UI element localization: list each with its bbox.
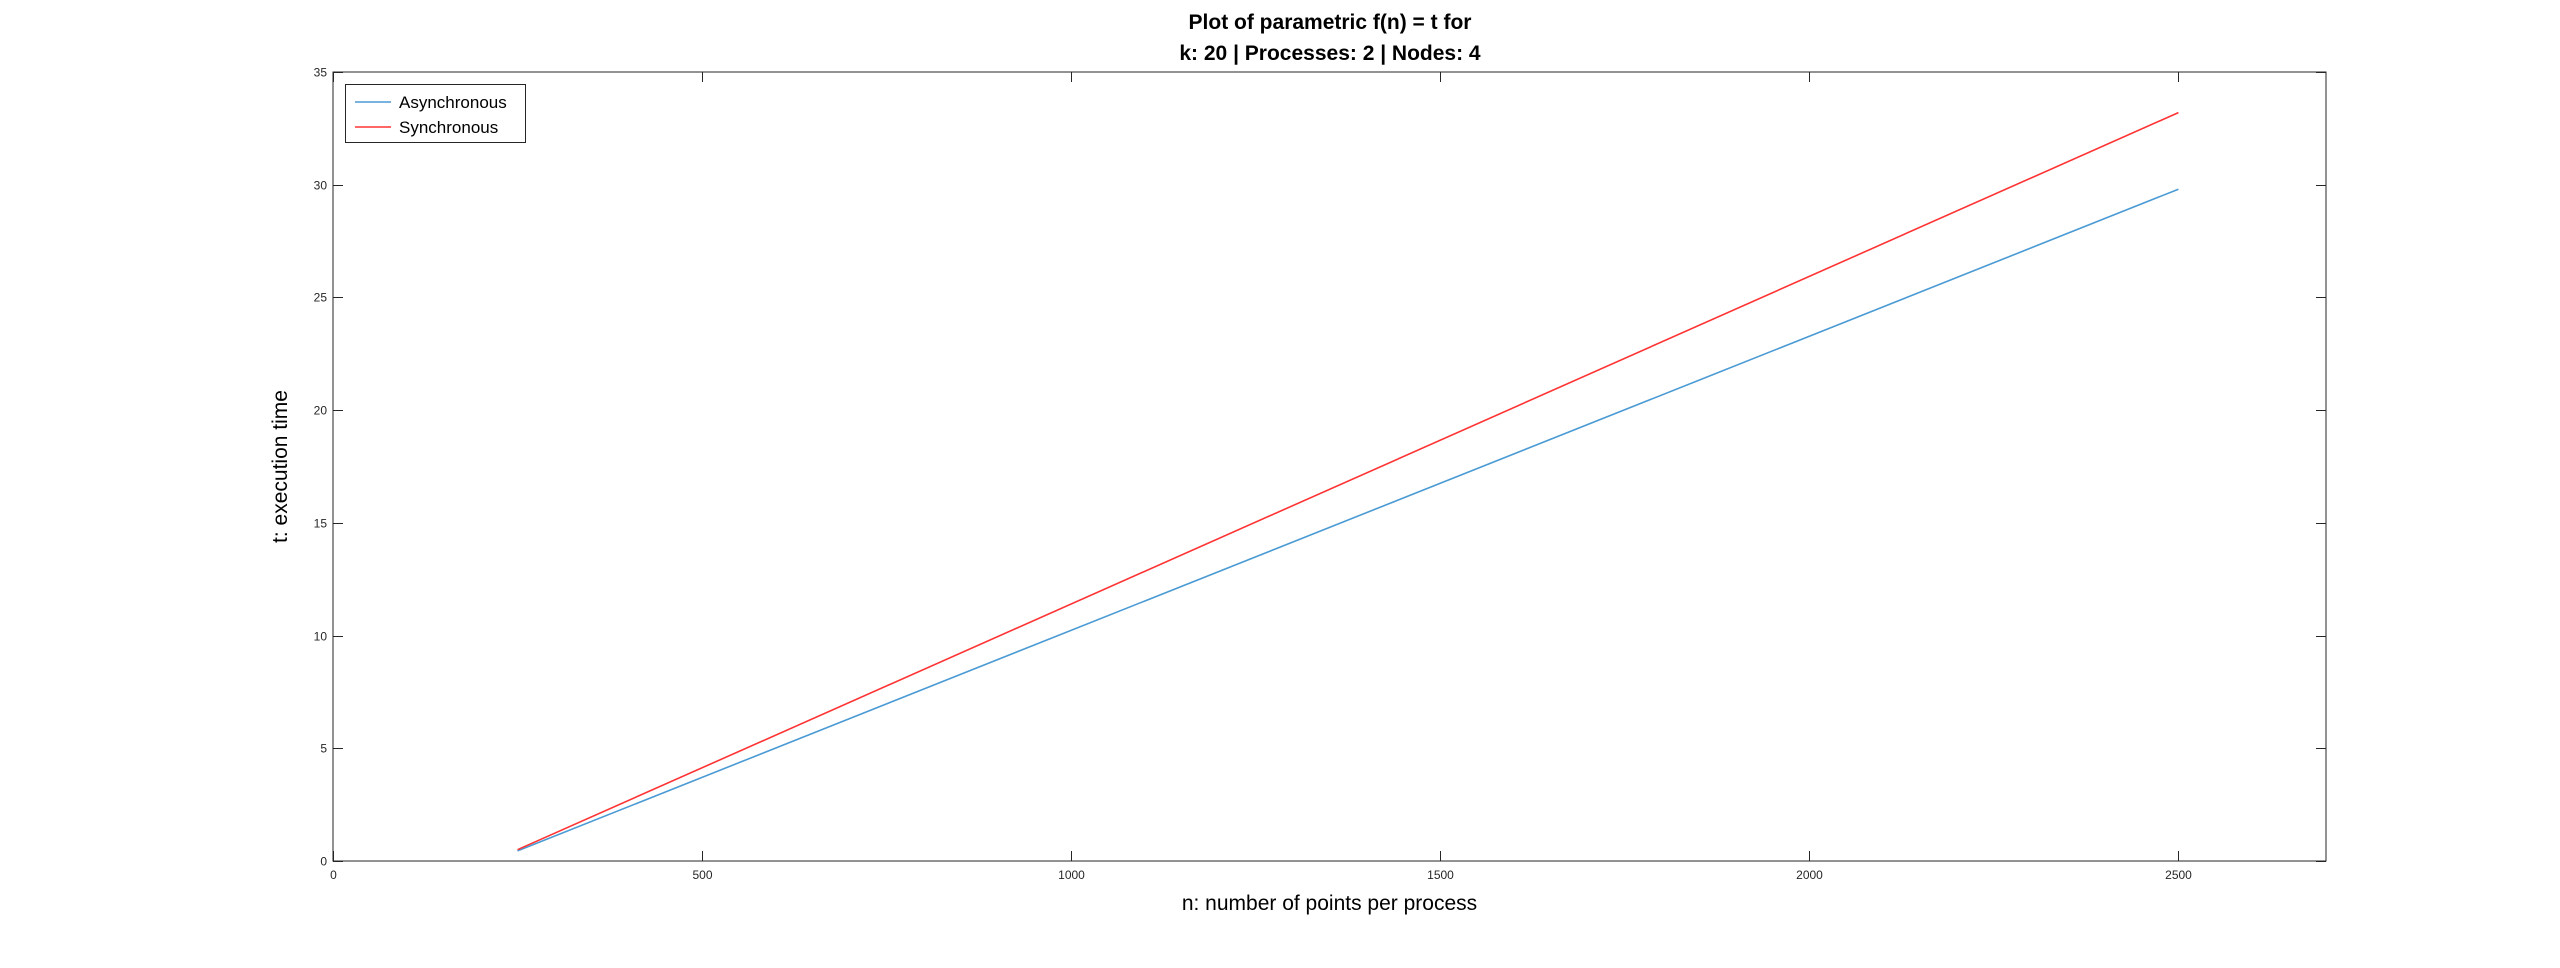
series-line-asynchronous	[517, 188, 2179, 852]
x-tick-label: 2500	[2165, 868, 2192, 882]
plot-area-frame	[332, 71, 2327, 862]
x-tick-label: 2000	[1796, 868, 1823, 882]
x-tick-label: 1500	[1427, 868, 1454, 882]
chart-title-line: k: 20 | Processes: 2 | Nodes: 4	[1179, 42, 1481, 65]
y-tick-label: 10	[314, 630, 328, 644]
y-tick-label: 20	[314, 404, 328, 418]
y-tick-label: 25	[314, 291, 328, 305]
x-tick-label: 0	[330, 868, 337, 882]
y-axis-label: t: execution time	[269, 390, 292, 543]
y-tick-label: 15	[314, 517, 328, 531]
legend: Asynchronous Synchronous	[345, 84, 526, 143]
y-tick-label: 30	[314, 179, 328, 193]
y-tick-label: 35	[314, 66, 328, 80]
chart-title: Plot of parametric f(n) = t for k: 20 | P…	[1179, 11, 1481, 65]
x-axis-label: n: number of points per process	[1182, 892, 1477, 915]
series-line-synchronous	[517, 111, 2179, 851]
chart-title-line: Plot of parametric f(n) = t for	[1189, 11, 1472, 34]
legend-box	[345, 84, 526, 143]
axis-labels: n: number of points per process t: execut…	[269, 390, 1477, 915]
y-tick-label: 5	[320, 742, 327, 756]
x-tick-label: 500	[692, 868, 712, 882]
x-tick-label: 1000	[1058, 868, 1085, 882]
legend-label: Synchronous	[399, 118, 498, 137]
plot-axes: 0 500 1000 1500 2000 2500 0 5 10 15 20 25 30 35	[314, 66, 2327, 882]
legend-label: Asynchronous	[399, 93, 507, 112]
y-tick-label: 0	[320, 855, 327, 869]
plot-series	[517, 111, 2179, 852]
